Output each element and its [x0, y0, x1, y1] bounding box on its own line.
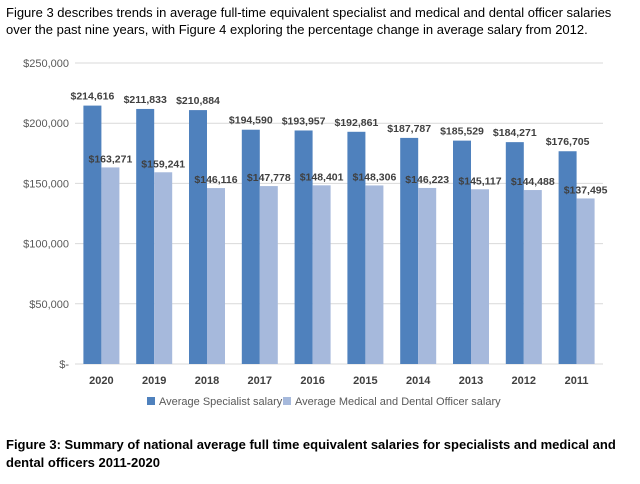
- data-label: $146,116: [194, 174, 237, 186]
- bars: [83, 105, 595, 364]
- data-label: $185,529: [440, 126, 484, 138]
- data-label: $137,495: [564, 184, 608, 196]
- data-label: $193,957: [282, 115, 326, 127]
- medical-dental-officer-salary-bar: [207, 188, 225, 364]
- legend: Average Specialist salary Average Medical…: [147, 396, 501, 408]
- medical-dental-officer-salary-bar: [259, 186, 278, 364]
- y-axis-ticks: $- $50,000 $100,000 $150,000 $200,000 $250,00…: [23, 58, 69, 371]
- x-tick-label: 2016: [300, 375, 324, 387]
- specialist-salary-bar: [136, 108, 155, 364]
- figure-caption: Figure 3: Summary of national average fu…: [6, 437, 616, 470]
- data-label: $192,861: [335, 117, 379, 129]
- x-axis-ticks: 2020 2019 2018 2017 2016 2015 2014 2013 2012 2011: [89, 375, 588, 387]
- data-label: $176,705: [546, 136, 590, 148]
- data-label: $147,778: [247, 172, 291, 184]
- data-label: $214,616: [71, 91, 115, 103]
- data-labels: $214,616 $163,271 $211,833 $159,241 $210,884…: [71, 91, 608, 197]
- medical-dental-officer-salary-bar: [523, 190, 542, 364]
- specialist-salary-bar: [189, 110, 207, 364]
- data-label: $211,833: [124, 94, 167, 106]
- data-label: $210,884: [176, 95, 220, 107]
- x-tick-label: 2012: [512, 375, 536, 387]
- data-label: $184,271: [493, 127, 537, 139]
- y-tick-label: $200,000: [23, 118, 69, 130]
- x-tick-label: 2017: [248, 375, 272, 387]
- medical-dental-officer-salary-bar: [576, 198, 595, 364]
- intro-paragraph: Figure 3 describes trends in average ful…: [6, 5, 612, 37]
- specialist-salary-bar: [241, 129, 260, 364]
- data-label: $187,787: [387, 123, 431, 135]
- legend-label: Average Specialist salary: [159, 396, 283, 408]
- legend-label: Average Medical and Dental Officer salar…: [295, 396, 501, 408]
- legend-swatch: [283, 397, 291, 405]
- salary-bar-chart: $- $50,000 $100,000 $150,000 $200,000 $250,00…: [23, 58, 608, 408]
- data-label: $148,401: [300, 171, 344, 183]
- medical-dental-officer-salary-bar: [154, 172, 173, 364]
- specialist-salary-bar: [400, 137, 419, 364]
- x-tick-label: 2018: [195, 375, 219, 387]
- data-label: $146,223: [405, 174, 449, 186]
- data-label: $148,306: [353, 171, 397, 183]
- specialist-salary-bar: [83, 105, 102, 364]
- x-tick-label: 2011: [565, 375, 589, 387]
- specialist-salary-bar: [347, 131, 366, 364]
- x-tick-label: 2013: [459, 375, 483, 387]
- specialist-salary-bar: [505, 142, 524, 364]
- medical-dental-officer-salary-bar: [312, 185, 331, 364]
- y-tick-label: $-: [59, 359, 69, 371]
- y-tick-label: $150,000: [23, 178, 69, 190]
- medical-dental-officer-salary-bar: [418, 187, 437, 364]
- data-label: $145,117: [458, 175, 501, 187]
- data-label: $159,241: [141, 158, 185, 170]
- x-tick-label: 2019: [142, 375, 166, 387]
- y-tick-label: $100,000: [23, 239, 69, 251]
- specialist-salary-bar: [453, 140, 471, 364]
- specialist-salary-bar: [294, 130, 313, 364]
- data-label: $163,271: [89, 153, 133, 165]
- specialist-salary-bar: [558, 151, 577, 364]
- x-tick-label: 2020: [89, 375, 113, 387]
- data-label: $144,488: [511, 176, 555, 188]
- y-tick-label: $250,000: [23, 58, 69, 70]
- medical-dental-officer-salary-bar: [365, 185, 384, 364]
- y-tick-label: $50,000: [29, 299, 69, 311]
- x-tick-label: 2014: [406, 375, 431, 387]
- medical-dental-officer-salary-bar: [101, 167, 120, 364]
- medical-dental-officer-salary-bar: [471, 189, 489, 364]
- legend-swatch: [147, 397, 155, 405]
- data-label: $194,590: [229, 115, 273, 127]
- x-tick-label: 2015: [353, 375, 377, 387]
